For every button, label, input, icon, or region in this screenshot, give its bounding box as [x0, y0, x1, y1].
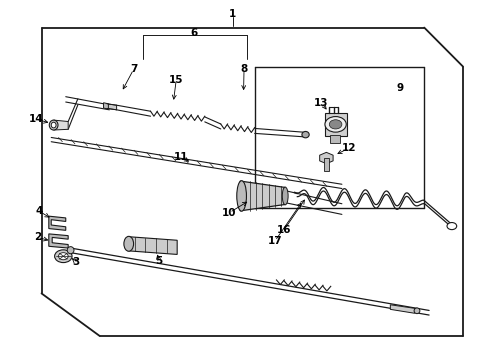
Bar	[330, 135, 341, 143]
Ellipse shape	[282, 187, 288, 205]
Polygon shape	[49, 234, 68, 248]
Ellipse shape	[124, 237, 134, 251]
Text: 17: 17	[268, 236, 282, 246]
Text: 13: 13	[314, 98, 329, 108]
Polygon shape	[103, 103, 108, 109]
Ellipse shape	[414, 308, 420, 314]
Text: 5: 5	[155, 256, 162, 266]
Polygon shape	[53, 120, 68, 130]
Polygon shape	[240, 181, 285, 211]
Circle shape	[325, 117, 346, 132]
Ellipse shape	[302, 131, 309, 138]
Polygon shape	[391, 305, 415, 313]
Circle shape	[447, 222, 457, 230]
Text: 8: 8	[241, 64, 247, 75]
Text: 11: 11	[174, 152, 188, 162]
Text: 7: 7	[130, 64, 137, 75]
Ellipse shape	[49, 120, 58, 130]
Text: 10: 10	[222, 208, 237, 217]
Text: 15: 15	[169, 75, 183, 85]
Text: 3: 3	[73, 257, 80, 267]
Bar	[324, 158, 329, 171]
Text: 1: 1	[229, 9, 237, 19]
Circle shape	[54, 250, 72, 262]
Text: 4: 4	[35, 206, 43, 216]
Text: 12: 12	[342, 143, 356, 153]
Circle shape	[329, 120, 342, 129]
Polygon shape	[129, 237, 177, 255]
Ellipse shape	[237, 181, 246, 211]
Text: 14: 14	[28, 114, 43, 124]
Ellipse shape	[67, 247, 74, 254]
Text: 9: 9	[396, 83, 404, 93]
Text: 6: 6	[191, 28, 198, 38]
Polygon shape	[325, 113, 347, 136]
Text: 16: 16	[276, 225, 291, 235]
Circle shape	[58, 253, 68, 260]
Polygon shape	[107, 104, 117, 110]
Ellipse shape	[51, 122, 56, 128]
Polygon shape	[49, 216, 66, 230]
Text: 2: 2	[34, 233, 41, 242]
